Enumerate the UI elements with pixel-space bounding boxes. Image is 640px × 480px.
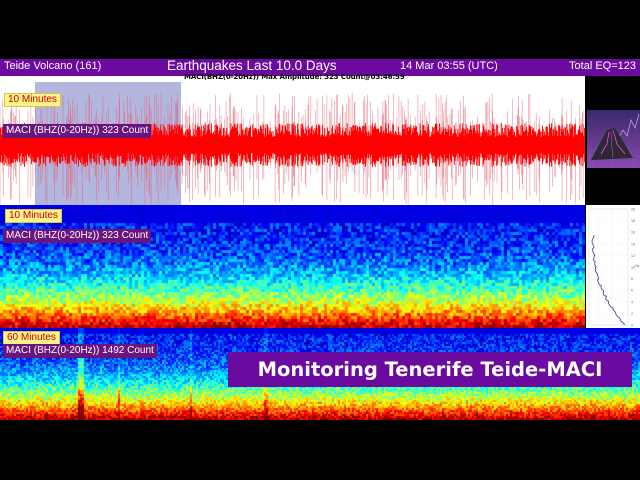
station-name: Teide Volcano (161)	[4, 60, 102, 72]
freq-axis-tick: 18	[631, 219, 635, 223]
freq-axis-tick: 4	[631, 300, 633, 304]
window-label-60min: 60 Minutes	[3, 331, 60, 345]
page-title: Earthquakes Last 10.0 Days	[167, 58, 337, 73]
frequency-profile-plot: 20 18 16 14 12 10 8 6 4 2 0 Hz	[586, 205, 640, 328]
freq-axis-tick: 20	[631, 208, 635, 212]
monitoring-banner: Monitoring Tenerife Teide-MACI	[228, 352, 632, 387]
spectrogram-10min: 10 Minutes MACI (BHZ(0-20Hz)) 323 Count	[0, 205, 585, 328]
channel-label: MACI (BHZ(0-20Hz)) 323 Count	[3, 229, 152, 243]
freq-axis-tick: 6	[631, 289, 633, 293]
window-label-10min: 10 Minutes	[4, 93, 61, 107]
spectrogram-canvas	[0, 205, 585, 328]
freq-axis-tick: 2	[631, 312, 633, 316]
timestamp: 14 Mar 03:55 (UTC)	[400, 60, 498, 72]
freq-axis-tick: 10	[631, 266, 635, 270]
subtitle-text: MACI(BHZ(0-20Hz)) Max Amplitude: 323 Cou…	[184, 73, 405, 81]
freq-axis-tick: 12	[631, 254, 635, 258]
seismic-waveform	[0, 93, 585, 205]
freq-axis-tick: 0	[631, 324, 633, 328]
channel-label: MACI (BHZ(0-20Hz)) 323 Count	[3, 124, 152, 138]
freq-axis-tick: 14	[631, 242, 635, 246]
amplitude-subtitle: MACI(BHZ(0-20Hz)) Max Amplitude: 323 Cou…	[0, 73, 585, 82]
freq-axis-tick: 8	[631, 277, 633, 281]
volcano-icon	[587, 110, 640, 168]
waveform-panel: 10 Minutes MACI (BHZ(0-20Hz)) 323 Count	[0, 82, 585, 205]
freq-axis-tick: 16	[631, 231, 635, 235]
svg-text:Hz: Hz	[635, 264, 640, 268]
total-eq-count: Total EQ=123	[569, 60, 636, 72]
channel-label: MACI (BHZ(0-20Hz)) 1492 Count	[3, 344, 157, 358]
window-label-10min: 10 Minutes	[5, 209, 62, 223]
header-bar: Teide Volcano (161) Earthquakes Last 10.…	[0, 58, 640, 76]
